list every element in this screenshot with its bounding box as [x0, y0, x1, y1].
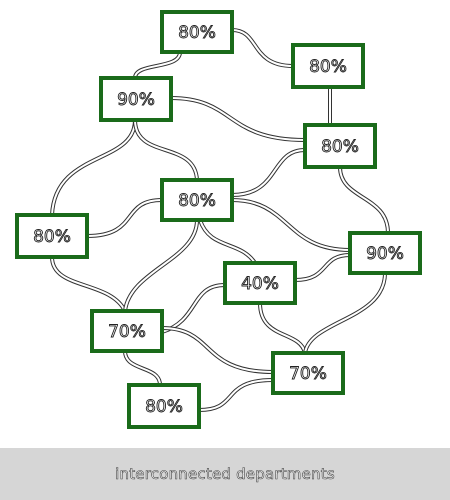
department-node: 70% [90, 309, 164, 353]
department-node: 70% [271, 351, 345, 395]
connector-edge [338, 166, 390, 234]
connector-edge [161, 283, 226, 334]
department-node: 80% [291, 43, 365, 89]
connector-edge [123, 350, 162, 386]
connector-edge [161, 326, 274, 374]
node-percentage-label: 70% [289, 364, 327, 384]
connector-edge [198, 219, 257, 265]
node-box [99, 76, 173, 122]
node-percentage-label: 80% [178, 191, 216, 211]
node-percentage-label: 70% [108, 322, 146, 342]
connector-edge [123, 219, 199, 312]
node-box [160, 10, 234, 54]
department-node: 80% [15, 213, 89, 259]
connector-edge [133, 119, 199, 181]
node-box [303, 123, 377, 169]
node-box [90, 309, 164, 353]
connector-edge [303, 272, 387, 354]
connector-edge [50, 119, 137, 216]
caption-bar: interconnected departments [0, 448, 450, 500]
node-box [160, 178, 234, 222]
department-node: 80% [303, 123, 377, 169]
connector-edge [133, 51, 182, 79]
node-percentage-label: 80% [33, 227, 71, 247]
department-network-diagram: 80% 80% 90% 80% 80% 80% 90% 40% 70% 70% 80% [15, 10, 422, 429]
node-percentage-label: 80% [178, 23, 216, 43]
connector-edge [294, 253, 351, 282]
node-percentage-label: 40% [241, 274, 279, 294]
department-node: 80% [160, 178, 234, 222]
connector-edge [231, 148, 306, 197]
node-box [348, 231, 422, 275]
node-percentage-label: 80% [145, 397, 183, 417]
node-box [223, 261, 297, 305]
connector-edge [258, 302, 307, 354]
node-box [271, 351, 345, 395]
department-node: 90% [99, 76, 173, 122]
node-box [127, 383, 201, 429]
node-percentage-label: 80% [309, 57, 347, 77]
diagram-caption: interconnected departments [115, 465, 335, 484]
edges [50, 28, 390, 412]
department-node: 80% [127, 383, 201, 429]
nodes: 80% 80% 90% 80% 80% 80% 90% 40% 70% 70% 80% [15, 10, 422, 429]
node-percentage-label: 90% [366, 244, 404, 264]
connector-edge [231, 28, 294, 68]
connector-edge [86, 198, 163, 238]
department-node: 40% [223, 261, 297, 305]
connector-edge [170, 96, 306, 142]
node-percentage-label: 90% [117, 90, 155, 110]
department-node: 80% [160, 10, 234, 54]
connector-edge [198, 378, 274, 412]
department-node: 90% [348, 231, 422, 275]
node-percentage-label: 80% [321, 137, 359, 157]
connector-edge [50, 256, 127, 313]
connector-edge [231, 198, 351, 252]
node-box [291, 43, 365, 89]
node-box [15, 213, 89, 259]
